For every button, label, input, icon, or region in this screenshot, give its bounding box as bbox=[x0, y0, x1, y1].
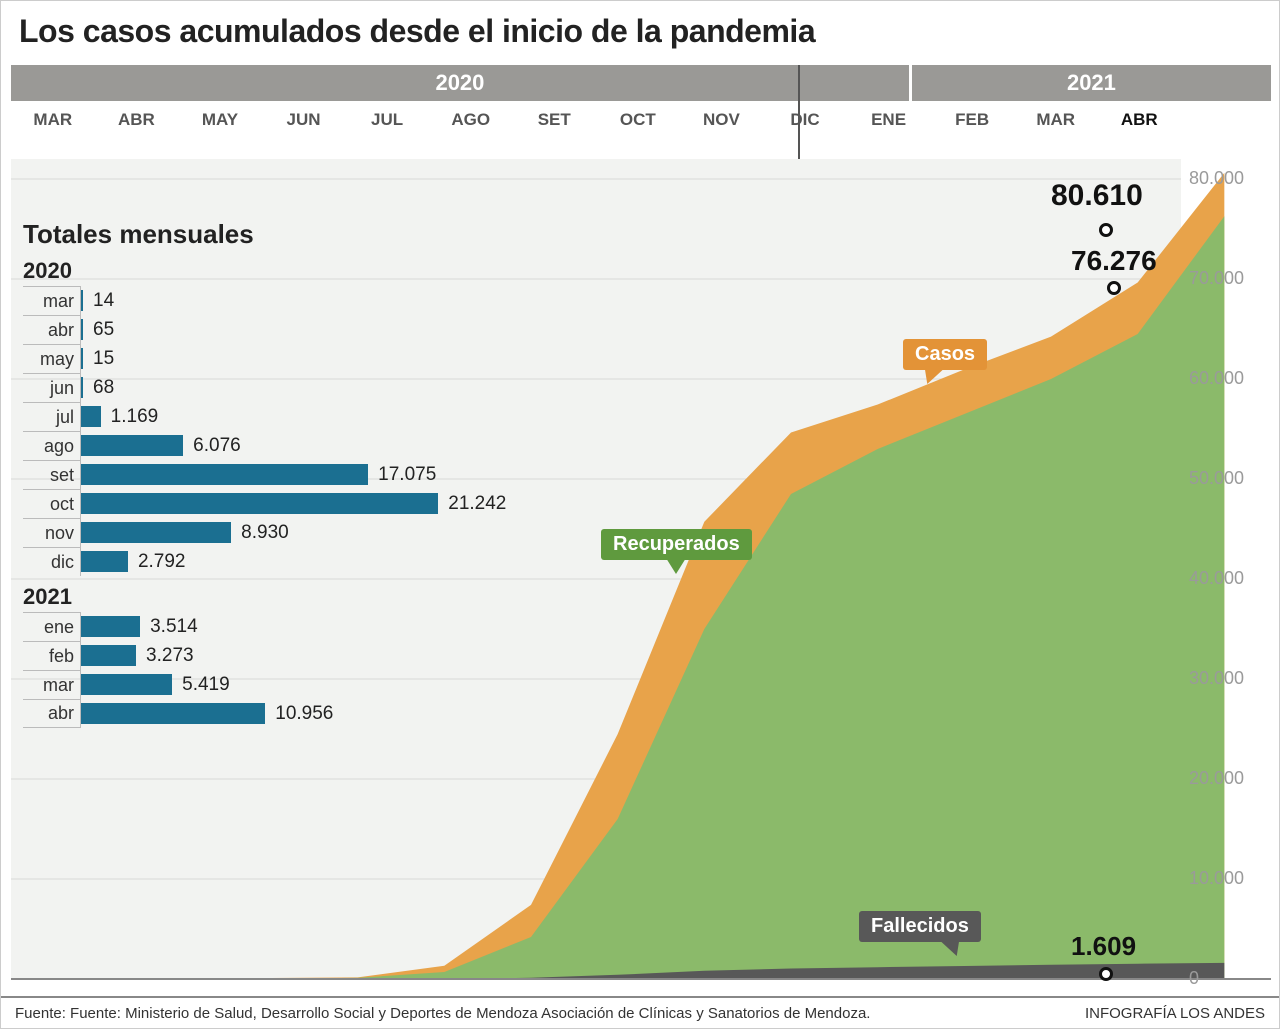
ytick-label: 40.000 bbox=[1189, 568, 1244, 589]
ytick-label: 30.000 bbox=[1189, 668, 1244, 689]
totals-bar bbox=[81, 616, 140, 637]
ytick-label: 20.000 bbox=[1189, 768, 1244, 789]
end-value-fallecidos: 1.609 bbox=[1071, 931, 1136, 962]
totals-value: 2.792 bbox=[128, 551, 186, 573]
ytick-label: 10.000 bbox=[1189, 868, 1244, 889]
month-label: ABR bbox=[1098, 105, 1182, 135]
year-header-cell: 2020 bbox=[11, 65, 909, 101]
totals-row: oct 21.242 bbox=[23, 489, 506, 518]
totals-bar bbox=[81, 645, 136, 666]
totals-row-label: oct bbox=[23, 489, 81, 518]
totals-row-label: nov bbox=[23, 518, 81, 547]
totals-value: 14 bbox=[83, 290, 114, 312]
totals-row: abr65 bbox=[23, 315, 506, 344]
totals-row: ene 3.514 bbox=[23, 612, 506, 641]
totals-value: 21.242 bbox=[438, 493, 506, 515]
totals-row-label: set bbox=[23, 460, 81, 489]
month-label: MAY bbox=[178, 105, 262, 135]
totals-value: 15 bbox=[83, 348, 114, 370]
month-label: MAR bbox=[11, 105, 95, 135]
month-label: JUL bbox=[345, 105, 429, 135]
totals-row: mar 5.419 bbox=[23, 670, 506, 699]
totals-bar bbox=[81, 703, 265, 724]
ytick-label: 60.000 bbox=[1189, 368, 1244, 389]
month-label: FEB bbox=[930, 105, 1014, 135]
infographic-root: Los casos acumulados desde el inicio de … bbox=[0, 0, 1280, 1029]
totals-title: Totales mensuales bbox=[23, 219, 506, 250]
ytick-label: 70.000 bbox=[1189, 268, 1244, 289]
end-value-recuperados: 76.276 bbox=[1071, 245, 1157, 277]
totals-value: 17.075 bbox=[368, 464, 436, 486]
totals-row: feb 3.273 bbox=[23, 641, 506, 670]
totals-row-label: abr bbox=[23, 315, 81, 344]
month-axis: MARABRMAYJUNJULAGOSETOCTNOVDICENEFEBMARA… bbox=[11, 105, 1181, 135]
totals-row-label: may bbox=[23, 344, 81, 373]
totals-value: 6.076 bbox=[183, 435, 241, 457]
totals-row: dic 2.792 bbox=[23, 547, 506, 576]
end-marker-casos bbox=[1099, 223, 1113, 237]
totals-bar bbox=[81, 435, 183, 456]
month-label: ABR bbox=[95, 105, 179, 135]
totals-value: 65 bbox=[83, 319, 114, 341]
totals-bar bbox=[81, 551, 128, 572]
totals-bar bbox=[81, 674, 172, 695]
end-marker-fallecidos bbox=[1099, 967, 1113, 981]
totals-value: 3.273 bbox=[136, 645, 194, 667]
ytick-label: 50.000 bbox=[1189, 468, 1244, 489]
totals-row-label: abr bbox=[23, 699, 81, 728]
callout-casos: Casos bbox=[903, 339, 987, 370]
month-label: DIC bbox=[763, 105, 847, 135]
totals-row-label: mar bbox=[23, 286, 81, 315]
end-value-casos: 80.610 bbox=[1051, 179, 1143, 213]
totals-row-label: ene bbox=[23, 612, 81, 641]
month-label: ENE bbox=[847, 105, 931, 135]
callout-fallecidos: Fallecidos bbox=[859, 911, 981, 942]
totals-value: 8.930 bbox=[231, 522, 289, 544]
ytick-label: 80.000 bbox=[1189, 168, 1244, 189]
totals-bar bbox=[81, 406, 101, 427]
month-label: JUN bbox=[262, 105, 346, 135]
totals-value: 68 bbox=[83, 377, 114, 399]
page-title: Los casos acumulados desde el inicio de … bbox=[19, 13, 815, 50]
totals-bar bbox=[81, 493, 438, 514]
totals-row: set 17.075 bbox=[23, 460, 506, 489]
footer-source: Fuente: Fuente: Ministerio de Salud, Des… bbox=[15, 1005, 870, 1022]
totals-bar bbox=[81, 464, 368, 485]
totals-value: 3.514 bbox=[140, 616, 198, 638]
totals-value: 5.419 bbox=[172, 674, 230, 696]
totals-year-label: 2021 bbox=[23, 584, 506, 610]
totals-row-label: jul bbox=[23, 402, 81, 431]
totals-row: nov 8.930 bbox=[23, 518, 506, 547]
month-label: AGO bbox=[429, 105, 513, 135]
totals-row-label: feb bbox=[23, 641, 81, 670]
monthly-totals-panel: Totales mensuales2020mar14abr65may15jun6… bbox=[23, 219, 506, 728]
totals-row: ago 6.076 bbox=[23, 431, 506, 460]
year-header-cell: 2021 bbox=[909, 65, 1271, 101]
month-label: MAR bbox=[1014, 105, 1098, 135]
month-label: SET bbox=[512, 105, 596, 135]
month-label: OCT bbox=[596, 105, 680, 135]
footer-credit: INFOGRAFÍA LOS ANDES bbox=[1085, 1005, 1265, 1022]
callout-recuperados: Recuperados bbox=[601, 529, 752, 560]
totals-row: jun68 bbox=[23, 373, 506, 402]
totals-bar bbox=[81, 522, 231, 543]
end-marker-recuperados bbox=[1107, 281, 1121, 295]
ytick-label: 0 bbox=[1189, 968, 1199, 989]
totals-year-label: 2020 bbox=[23, 258, 506, 284]
totals-row: may15 bbox=[23, 344, 506, 373]
totals-row-label: dic bbox=[23, 547, 81, 576]
totals-row: jul 1.169 bbox=[23, 402, 506, 431]
totals-row-label: ago bbox=[23, 431, 81, 460]
totals-row: abr 10.956 bbox=[23, 699, 506, 728]
totals-value: 1.169 bbox=[101, 406, 159, 428]
totals-value: 10.956 bbox=[265, 703, 333, 725]
month-label: NOV bbox=[680, 105, 764, 135]
footer: Fuente: Fuente: Ministerio de Salud, Des… bbox=[1, 996, 1279, 1028]
year-header: 20202021 bbox=[11, 65, 1271, 101]
totals-row: mar14 bbox=[23, 286, 506, 315]
totals-row-label: jun bbox=[23, 373, 81, 402]
totals-row-label: mar bbox=[23, 670, 81, 699]
